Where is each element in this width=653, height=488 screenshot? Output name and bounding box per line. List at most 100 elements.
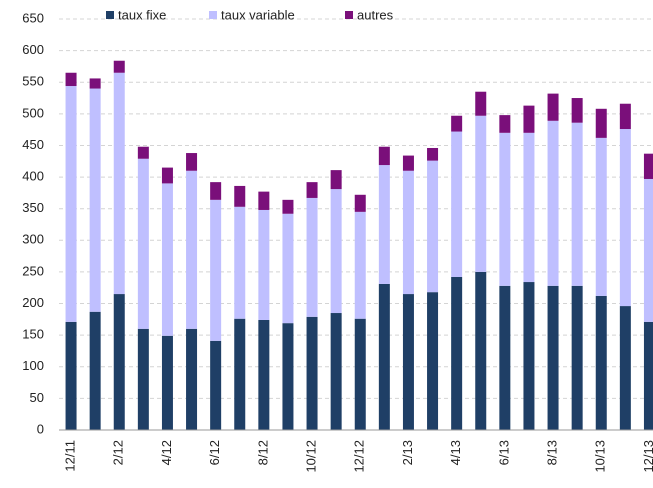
bar-segment (402, 294, 414, 430)
bar-segment (595, 295, 607, 430)
bar-segment (282, 213, 294, 324)
y-tick-label: 600 (22, 42, 44, 57)
bar-segment (89, 78, 101, 89)
bar-segment (402, 170, 414, 295)
x-tick-label: 4/13 (448, 440, 463, 465)
bar-segment (306, 182, 318, 198)
bar-segment (595, 137, 607, 296)
legend-label: taux variable (221, 7, 295, 22)
x-tick-label: 10/13 (593, 440, 608, 473)
bar-segment (499, 115, 511, 133)
y-tick-label: 50 (30, 390, 44, 405)
bar-segment (161, 183, 173, 336)
x-tick-label: 12/11 (62, 440, 77, 472)
bar-segment (282, 199, 294, 214)
y-tick-label: 100 (22, 358, 44, 373)
bar-segment (523, 132, 535, 283)
x-tick-label: 8/13 (544, 440, 559, 465)
bar-segment (427, 147, 439, 161)
bar-segment (137, 158, 149, 329)
bar-segment (451, 276, 463, 430)
bar-segment (451, 115, 463, 132)
bar-segment (330, 170, 342, 190)
x-tick-label: 8/12 (255, 440, 270, 465)
bar-segment (258, 191, 270, 210)
bar-segment (378, 283, 390, 430)
bar-segment (354, 194, 366, 212)
bar-segment (65, 72, 77, 87)
bar-segment (427, 160, 439, 293)
bar-segment (306, 197, 318, 317)
bar-segment (619, 129, 631, 307)
y-tick-label: 200 (22, 295, 44, 310)
y-tick-label: 400 (22, 169, 44, 184)
bar-segment (113, 294, 125, 430)
bar-segment (113, 72, 125, 295)
bar-segment (571, 98, 583, 123)
bar-segment (499, 285, 511, 430)
bar-segment (354, 211, 366, 319)
bar-segment (475, 91, 487, 116)
bar-segment (210, 199, 222, 341)
legend-swatch (106, 11, 114, 19)
legend-swatch (209, 11, 217, 19)
y-tick-label: 450 (22, 137, 44, 152)
x-tick-label: 2/12 (111, 440, 126, 465)
bar-segment (65, 321, 77, 430)
bar-segment (89, 311, 101, 430)
bar-segment (186, 328, 198, 430)
y-tick-label: 500 (22, 105, 44, 120)
bar-segment (186, 153, 198, 171)
bar-segment (571, 122, 583, 286)
bar-segment (137, 328, 149, 430)
bar-segment (186, 170, 198, 329)
bar-segment (643, 321, 653, 430)
bar-segment (258, 209, 270, 320)
bar-segment (234, 318, 246, 430)
bar-segment (643, 153, 653, 179)
bar-segment (137, 146, 149, 159)
y-tick-label: 300 (22, 232, 44, 247)
x-tick-label: 6/12 (207, 440, 222, 465)
bar-segment (354, 318, 366, 430)
bar-segment (330, 313, 342, 430)
y-tick-label: 150 (22, 327, 44, 342)
bar-segment (402, 155, 414, 171)
bar-segment (378, 146, 390, 166)
bar-segment (547, 285, 559, 430)
bar-segment (378, 165, 390, 284)
y-tick-label: 0 (37, 421, 44, 436)
x-tick-label: 2/13 (400, 440, 415, 465)
bar-segment (475, 115, 487, 272)
bar-segment (523, 105, 535, 133)
bar-segment (306, 316, 318, 430)
x-tick-label: 6/13 (496, 440, 511, 465)
y-tick-label: 350 (22, 200, 44, 215)
bar-segment (258, 319, 270, 430)
x-tick-label: 10/12 (303, 440, 318, 473)
legend-label: taux fixe (118, 7, 166, 22)
bar-segment (571, 285, 583, 430)
y-tick-label: 250 (22, 263, 44, 278)
x-tick-label: 4/12 (159, 440, 174, 465)
bar-segment (161, 167, 173, 184)
bar-segment (499, 132, 511, 286)
bar-segment (210, 182, 222, 200)
bar-segment (427, 292, 439, 430)
bar-segment (451, 131, 463, 277)
x-tick-label: 12/13 (641, 440, 653, 473)
bar-segment (282, 323, 294, 430)
bar-segment (65, 86, 77, 322)
legend-label: autres (357, 7, 394, 22)
bar-segment (210, 340, 222, 430)
bar-segment (89, 88, 101, 312)
legend-swatch (345, 11, 353, 19)
bar-segment (619, 103, 631, 130)
bar-segment (113, 60, 125, 73)
bar-segment (234, 206, 246, 319)
bar-segment (161, 335, 173, 430)
bar-segment (619, 306, 631, 430)
bar-segment (475, 271, 487, 430)
bar-segment (234, 185, 246, 207)
